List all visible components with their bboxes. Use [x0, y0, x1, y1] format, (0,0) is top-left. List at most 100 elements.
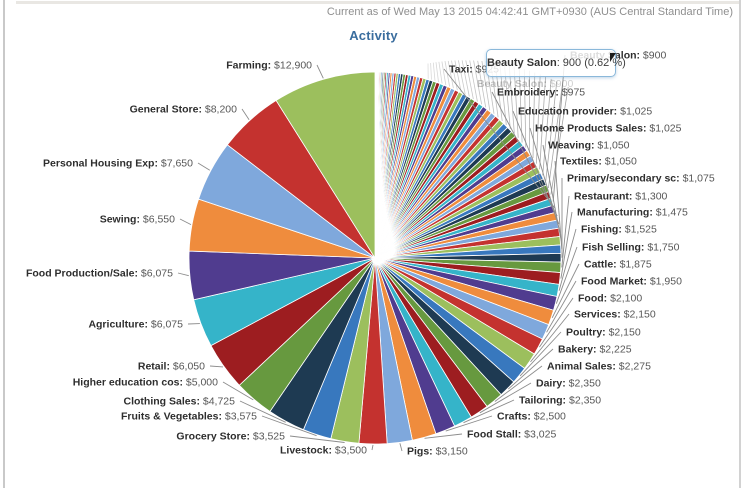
hidden-label-connector [548, 84, 563, 189]
label-connector [239, 400, 286, 423]
label-connector [530, 313, 570, 363]
label-connector [316, 64, 324, 79]
label-connector [289, 435, 345, 443]
hidden-label-connector [435, 62, 439, 83]
slice-label: Services: $2,150 [574, 309, 656, 321]
panel-left-border [3, 0, 5, 488]
hidden-label-connector [513, 66, 519, 138]
label-connector [424, 433, 463, 439]
panel-right-border [739, 0, 741, 488]
hidden-label-connector [539, 76, 546, 170]
slice-label: Textiles: $1,050 [560, 156, 637, 168]
label-connector [512, 110, 560, 225]
slice-label: Home Products Sales: $1,025 [535, 123, 682, 135]
slice-label: Restaurant: $1,300 [574, 191, 668, 203]
hidden-label-connector [461, 60, 470, 97]
label-connector [552, 54, 566, 202]
hidden-label-connector [441, 61, 447, 85]
label-connector [371, 444, 374, 451]
slice-label: Fruits & Vegetables: $3,575 [121, 411, 257, 423]
slice-label: Primary/secondary sc: $1,075 [567, 173, 715, 185]
slice-label: Pigs: $3,150 [407, 446, 468, 458]
label-connector [261, 415, 317, 437]
label-connector [479, 382, 532, 414]
slice-label: Food Production/Sale: $6,075 [26, 268, 173, 280]
hidden-label-connector [447, 60, 454, 89]
label-connector [542, 144, 562, 241]
slice-label: Education provider: $1,025 [518, 106, 652, 118]
hidden-label-connector [523, 69, 527, 148]
slice-label: Sewing: $6,550 [100, 214, 175, 226]
hidden-label-connector [458, 60, 466, 95]
label-connector [399, 443, 403, 452]
label-connector [463, 399, 515, 424]
label-connector [179, 218, 192, 226]
slice-label: Agriculture: $6,075 [88, 319, 183, 331]
hidden-label-connector [481, 61, 491, 111]
slice-label: Food: $2,100 [578, 293, 642, 305]
hidden-label-connector [542, 78, 552, 176]
current-as-of-timestamp: Current as of Wed May 13 2015 04:42:41 G… [326, 6, 733, 18]
label-connector [445, 415, 493, 432]
label-connector [241, 108, 250, 120]
slice-label: Tailoring: $2,350 [519, 395, 601, 407]
label-connector [519, 331, 562, 377]
hidden-label-connector [473, 60, 482, 105]
tooltip-slice-name: Beauty Salon [487, 57, 557, 69]
slice-label: Personal Housing Exp: $7,650 [43, 158, 193, 170]
hidden-label-connector [454, 60, 462, 93]
slice-label: General Store: $8,200 [130, 104, 238, 116]
panel-top-border [16, 1, 741, 4]
slice-label: Dairy: $2,350 [536, 378, 601, 390]
tooltip-slice-value: : 900 (0.62 %) [556, 57, 626, 69]
label-connector [551, 263, 580, 319]
slice-label: Food Market: $1,950 [581, 276, 682, 288]
hidden-label-connector [532, 72, 536, 159]
label-connector [555, 246, 578, 304]
ghost-slice-label: Beauty Salon: $900 [477, 78, 573, 90]
slice-label: Retail: $6,050 [138, 361, 205, 373]
label-connector [177, 272, 189, 277]
hidden-label-connector [465, 60, 474, 99]
label-connector [560, 211, 573, 279]
pie-slice-farming[interactable] [275, 71, 376, 260]
hidden-label-connector [536, 74, 541, 164]
label-connector [491, 91, 558, 217]
slice-label: Bakery: $2,225 [558, 344, 632, 356]
slice-label: Crafts: $2,500 [497, 411, 566, 423]
hidden-label-connector [432, 62, 436, 81]
slice-label: Manufacturing: $1,475 [577, 207, 688, 219]
mouse-cursor [610, 53, 616, 62]
slice-label: Clothing Sales: $4,725 [124, 396, 236, 408]
chart-title: Activity [349, 28, 398, 43]
hidden-label-connector [438, 61, 443, 84]
hidden-label-connector [430, 62, 432, 80]
slice-label: Poultry: $2,150 [566, 327, 641, 339]
hidden-label-connector [518, 67, 523, 143]
label-connector [554, 160, 563, 250]
slice-label: Grocery Store: $3,525 [176, 431, 285, 443]
hidden-label-connector [451, 60, 458, 91]
slice-label: Cattle: $1,875 [584, 259, 652, 271]
label-connector [507, 348, 554, 390]
label-connector [561, 195, 570, 268]
slice-label: Embroidery: $975 [497, 87, 585, 99]
label-connector [529, 127, 561, 233]
label-connector [546, 280, 577, 333]
slice-label: Livestock: $3,500 [280, 445, 367, 457]
label-connector [209, 365, 224, 368]
hover-tooltip: Beauty Salon: 900 (0.62 %) [486, 49, 626, 77]
label-connector [222, 381, 254, 401]
slice-label: Higher education cos: $5,000 [73, 377, 218, 389]
slice-label: Weaving: $1,050 [548, 140, 630, 152]
label-connector [539, 297, 574, 348]
label-connector [443, 68, 556, 209]
label-connector [197, 162, 211, 171]
hidden-label-connector [469, 60, 478, 102]
slice-label: Farming: $12,900 [226, 60, 312, 72]
label-connector [494, 365, 543, 402]
hidden-label-connector [477, 60, 487, 108]
slice-label: Fishing: $1,525 [581, 224, 657, 236]
